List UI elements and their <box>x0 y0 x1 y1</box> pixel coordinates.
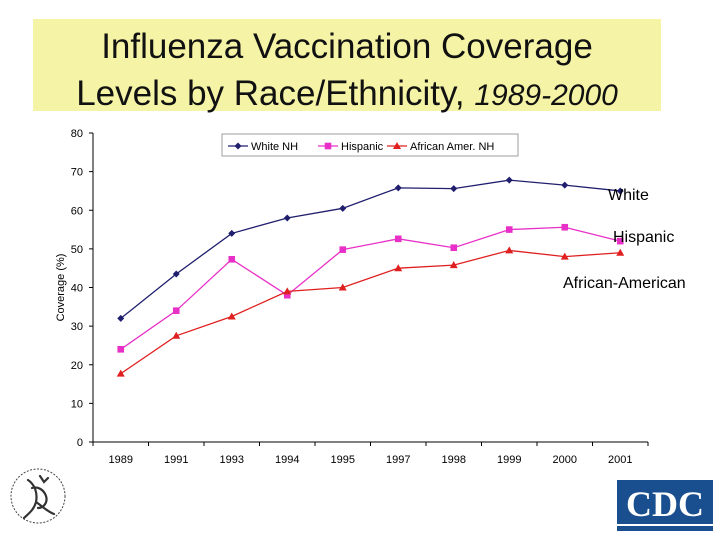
x-tick-label: 1991 <box>164 454 188 466</box>
data-point-african-amer-nh <box>394 264 403 272</box>
data-point-white-nh <box>450 185 458 193</box>
chart-legend: White NH Hispanic African Amer. NH <box>221 133 519 157</box>
y-tick-label: 60 <box>71 205 83 217</box>
x-tick-label: 1998 <box>442 454 466 466</box>
slide-title-box: Influenza Vaccination Coverage Levels by… <box>33 19 661 113</box>
legend-label: Hispanic <box>341 141 384 153</box>
slide-title-line2: Levels by Race/Ethnicity, 1989-2000 <box>33 74 661 116</box>
y-axis-label: Coverage (%) <box>55 254 67 322</box>
series-line-white-nh <box>120 179 621 319</box>
data-point-hispanic <box>283 291 291 299</box>
data-point-hispanic <box>561 223 569 231</box>
hhs-logo-icon <box>10 468 66 524</box>
y-tick-label: 10 <box>71 398 83 410</box>
series-annotation: White <box>608 187 649 204</box>
data-point-hispanic <box>339 246 347 253</box>
legend-box <box>221 133 519 157</box>
data-point-african-amer-nh <box>616 248 625 256</box>
data-point-hispanic <box>450 244 458 252</box>
data-point-white-nh <box>505 176 513 184</box>
data-point-african-amer-nh <box>283 287 292 295</box>
x-tick-label: 2001 <box>608 454 632 466</box>
legend-label: African Amer. NH <box>410 141 494 153</box>
data-point-white-nh <box>172 270 180 278</box>
slide-title-years: 1989-2000 <box>474 79 618 112</box>
y-tick-label: 30 <box>71 321 83 333</box>
legend-marker <box>234 142 242 150</box>
x-tick-label: 1989 <box>109 454 133 466</box>
data-point-african-amer-nh <box>449 261 458 269</box>
data-point-hispanic <box>505 226 513 233</box>
x-tick-label: 1995 <box>331 454 355 466</box>
data-point-hispanic <box>117 346 125 353</box>
data-point-african-amer-nh <box>172 331 181 339</box>
series-line-african-amer-nh <box>120 249 621 375</box>
legend-marker <box>393 142 401 149</box>
y-tick-label: 70 <box>71 167 83 179</box>
data-point-white-nh <box>117 314 125 322</box>
cdc-logo-text: CDC <box>626 484 704 524</box>
y-tick-label: 50 <box>71 244 83 256</box>
y-tick-label: 80 <box>71 128 83 140</box>
cdc-logo: CDC <box>615 478 715 534</box>
x-tick-label: 1993 <box>220 454 244 466</box>
legend-marker <box>324 142 332 150</box>
data-point-hispanic <box>616 237 624 245</box>
slide-title-line1: Influenza Vaccination Coverage <box>101 27 593 66</box>
data-point-african-amer-nh <box>227 312 236 320</box>
data-point-hispanic <box>228 256 236 263</box>
cdc-logo-icon: CDC <box>617 480 713 531</box>
data-point-white-nh <box>394 184 402 192</box>
series-line-hispanic <box>120 226 621 350</box>
data-point-white-nh <box>339 204 347 212</box>
data-point-hispanic <box>172 307 180 314</box>
data-point-african-amer-nh <box>338 283 347 291</box>
data-point-african-amer-nh <box>560 252 569 260</box>
data-point-white-nh <box>561 181 569 189</box>
x-tick-label: 1997 <box>386 454 410 466</box>
data-point-white-nh <box>228 229 236 237</box>
series-annotation: Hispanic <box>613 229 674 246</box>
data-point-african-amer-nh <box>505 246 514 254</box>
x-tick-label: 2000 <box>553 454 577 466</box>
y-tick-label: 20 <box>71 360 83 372</box>
chart-annotations: White Hispanic African-American <box>563 187 686 292</box>
data-point-white-nh <box>616 187 624 195</box>
series-annotation: African-American <box>563 275 686 292</box>
data-point-african-amer-nh <box>116 369 125 377</box>
chart-axes: 0 10 20 30 40 50 60 70 80 1989 1991 1993 1994 1995 199… <box>55 128 649 466</box>
x-tick-label: 1999 <box>497 454 521 466</box>
y-tick-label: 40 <box>71 283 83 295</box>
y-tick-label: 0 <box>77 437 83 449</box>
x-tick-label: 1994 <box>275 454 299 466</box>
data-point-white-nh <box>283 214 291 222</box>
legend-label: White NH <box>251 141 298 153</box>
chart-series-layer <box>116 176 625 377</box>
slide-title-main: Levels by Race/Ethnicity, <box>76 74 465 113</box>
data-point-hispanic <box>394 235 402 243</box>
